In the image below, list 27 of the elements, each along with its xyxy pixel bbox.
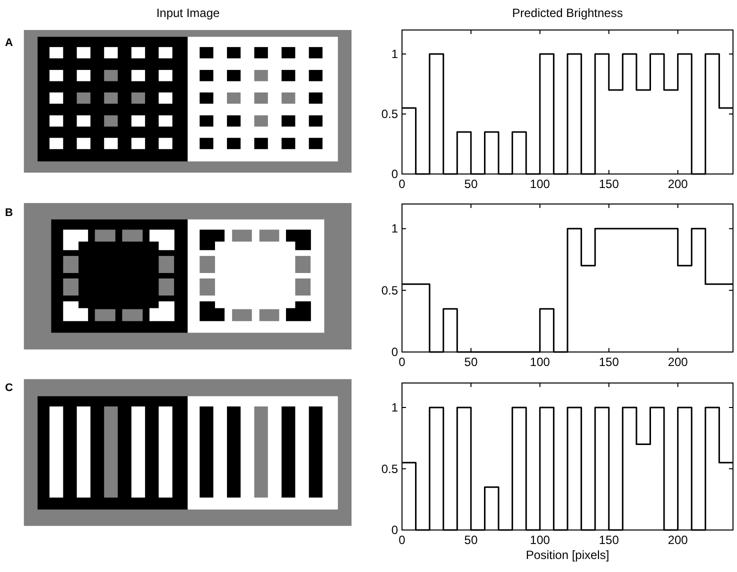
x-tick-label: 200 (668, 533, 688, 547)
y-tick-label: 0.5 (381, 107, 398, 121)
x-tick-label: 150 (598, 355, 620, 369)
text: C (5, 382, 13, 394)
y-tick-label: 0 (391, 345, 398, 359)
text: A (5, 37, 13, 49)
y-tick-label: 1 (391, 222, 398, 236)
x-tick-label: 150 (598, 533, 620, 547)
x-tick-label: 200 (668, 177, 688, 191)
x-tick-label: 100 (530, 177, 550, 191)
x-tick-label: 50 (464, 533, 478, 547)
text: Input Image (156, 6, 220, 20)
x-tick-label: 100 (530, 533, 550, 547)
chart-title: Predicted Brightness (512, 6, 623, 20)
x-tick-label: 50 (464, 177, 478, 191)
x-axis-title: Position [pixels] (526, 548, 610, 562)
y-tick-label: 1 (391, 400, 398, 414)
x-tick-label: 150 (598, 177, 620, 191)
x-tick-label: 50 (464, 355, 478, 369)
y-tick-label: 1 (391, 47, 398, 61)
x-tick-label: 200 (668, 355, 688, 369)
y-tick-label: 0.5 (381, 283, 398, 298)
y-tick-label: 0 (391, 167, 398, 181)
x-tick-label: 100 (530, 355, 550, 369)
y-tick-label: 0 (391, 523, 398, 537)
y-tick-label: 0.5 (381, 462, 398, 476)
text: B (5, 207, 13, 219)
